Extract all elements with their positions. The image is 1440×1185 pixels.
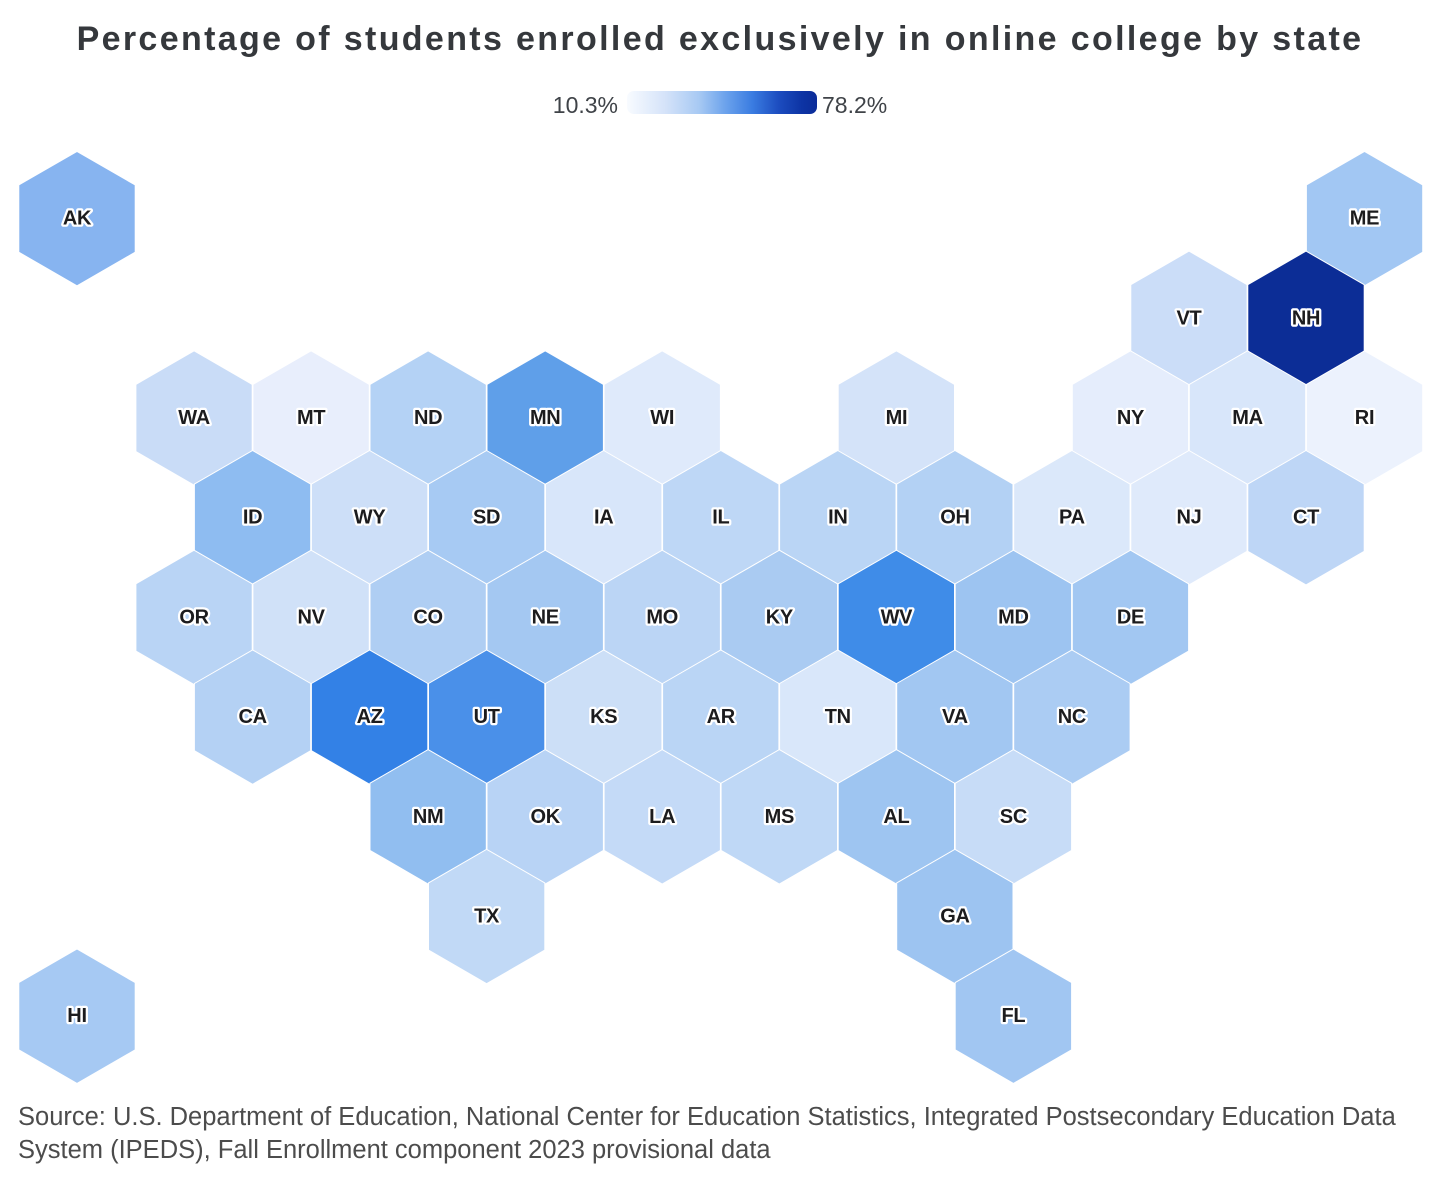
svg-text:MD: MD: [998, 606, 1029, 628]
svg-text:HI: HI: [67, 1005, 86, 1027]
svg-text:SC: SC: [1000, 806, 1027, 828]
svg-text:NM: NM: [413, 806, 444, 828]
svg-text:AR: AR: [707, 706, 736, 728]
svg-text:IN: IN: [828, 507, 847, 529]
svg-text:OK: OK: [530, 806, 560, 828]
svg-text:ID: ID: [243, 507, 262, 529]
svg-text:FL: FL: [1001, 1005, 1025, 1027]
svg-text:KY: KY: [766, 606, 794, 628]
svg-text:MA: MA: [1232, 407, 1263, 429]
svg-text:VT: VT: [1177, 307, 1202, 329]
svg-text:SD: SD: [473, 507, 500, 529]
svg-text:IL: IL: [712, 507, 729, 529]
svg-text:AK: AK: [63, 208, 92, 230]
svg-text:WI: WI: [650, 407, 674, 429]
svg-text:PA: PA: [1059, 507, 1085, 529]
svg-text:TX: TX: [474, 906, 500, 928]
svg-text:MS: MS: [765, 806, 794, 828]
svg-text:DE: DE: [1117, 606, 1144, 628]
svg-text:VA: VA: [942, 706, 968, 728]
svg-text:CT: CT: [1293, 507, 1319, 529]
svg-text:MN: MN: [530, 407, 561, 429]
svg-text:RI: RI: [1355, 407, 1374, 429]
svg-text:NC: NC: [1058, 706, 1086, 728]
svg-text:LA: LA: [649, 806, 675, 828]
svg-text:WA: WA: [178, 407, 210, 429]
svg-text:ME: ME: [1350, 208, 1379, 230]
svg-text:CA: CA: [238, 706, 266, 728]
svg-text:MI: MI: [886, 407, 908, 429]
svg-text:TN: TN: [825, 706, 851, 728]
svg-text:ND: ND: [414, 407, 442, 429]
svg-text:GA: GA: [940, 906, 969, 928]
svg-text:AZ: AZ: [357, 706, 383, 728]
svg-text:NY: NY: [1117, 407, 1145, 429]
svg-text:UT: UT: [474, 706, 500, 728]
svg-text:NH: NH: [1292, 307, 1320, 329]
svg-text:OH: OH: [940, 507, 969, 529]
svg-text:WY: WY: [354, 507, 387, 529]
svg-text:WV: WV: [881, 606, 914, 628]
svg-text:MO: MO: [646, 606, 678, 628]
svg-text:KS: KS: [590, 706, 617, 728]
svg-text:NV: NV: [298, 606, 326, 628]
svg-text:OR: OR: [179, 606, 209, 628]
svg-text:NJ: NJ: [1177, 507, 1202, 529]
svg-text:CO: CO: [413, 606, 442, 628]
svg-text:NE: NE: [532, 606, 559, 628]
svg-text:IA: IA: [594, 507, 613, 529]
svg-text:AL: AL: [883, 806, 909, 828]
svg-text:MT: MT: [297, 407, 325, 429]
